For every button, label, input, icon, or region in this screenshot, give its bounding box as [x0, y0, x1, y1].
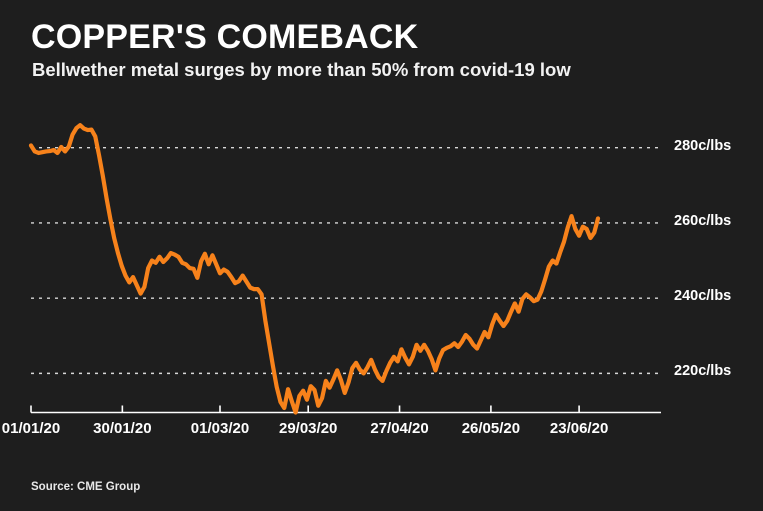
- x-axis-label: 01/01/20: [1, 420, 61, 437]
- source-credit: Source: CME Group: [31, 481, 141, 493]
- x-axis-label: 27/04/20: [370, 420, 429, 437]
- x-axis-label: 23/06/20: [549, 420, 609, 437]
- data-line-copper: [28, 123, 601, 415]
- x-axis-label: 30/01/20: [93, 420, 152, 437]
- x-axis-label: 26/05/20: [461, 420, 521, 437]
- x-axis-ticks: [30, 405, 580, 413]
- y-axis-label: 260c/lbs: [674, 212, 732, 229]
- chart-subtitle: Bellwether metal surges by more than 50%…: [32, 59, 571, 80]
- chart-title: COPPER'S COMEBACK: [31, 18, 419, 56]
- y-axis-label: 280c/lbs: [674, 137, 732, 154]
- x-axis-label: 01/03/20: [190, 420, 250, 437]
- y-axis-label: 240c/lbs: [674, 288, 732, 305]
- gridlines: [31, 147, 661, 375]
- y-axis-label: 220c/lbs: [674, 363, 732, 380]
- x-axis-label: 29/03/20: [278, 420, 338, 437]
